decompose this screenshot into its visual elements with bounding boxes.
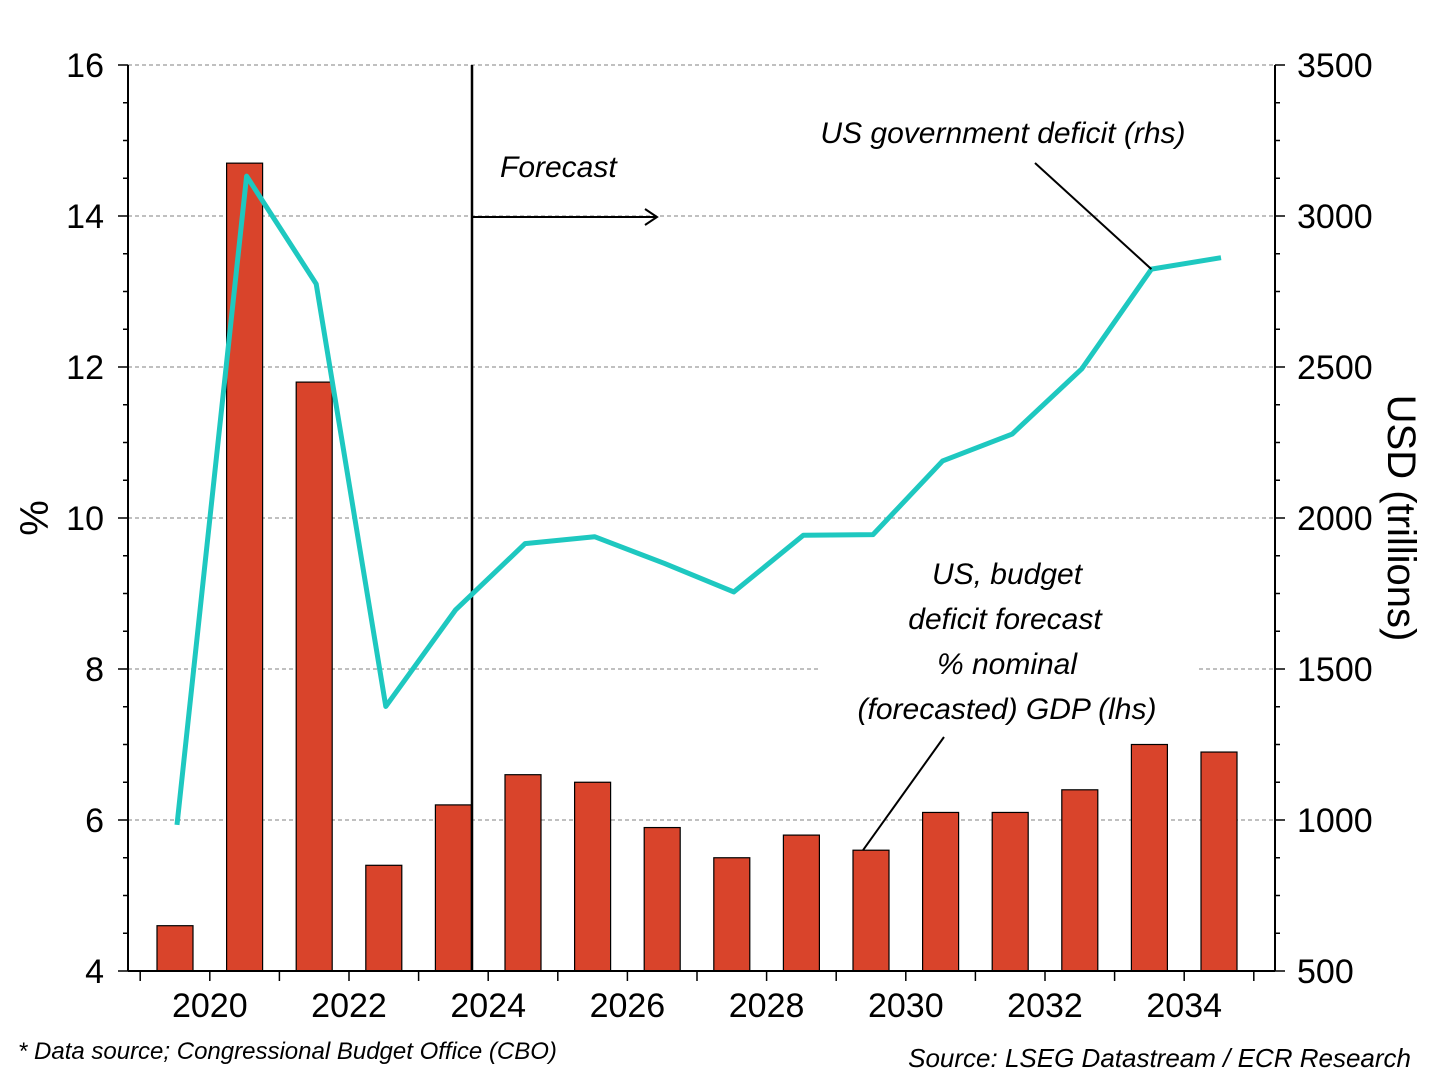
- bar-2033: [1130, 743, 1169, 972]
- right-tick-label: 1000: [1297, 802, 1373, 840]
- bar-label-line: (forecasted) GDP (lhs): [858, 693, 1157, 726]
- bar-2026: [643, 826, 681, 972]
- x-tick-label: 2030: [868, 987, 944, 1025]
- bar-2031: [991, 811, 1029, 972]
- bar-2034: [1200, 751, 1238, 972]
- line-series-leader: [1034, 162, 1153, 270]
- right-tick-label: 500: [1297, 953, 1354, 991]
- annotations: US government deficit (rhs) US, budget de…: [818, 117, 1198, 851]
- x-tick-label: 2022: [311, 987, 387, 1025]
- bar-series-leader: [862, 736, 945, 851]
- left-tick-label: 12: [66, 349, 104, 387]
- x-tick-label: 2028: [729, 987, 805, 1025]
- right-tick-label: 3000: [1297, 198, 1373, 236]
- line-series-label: US government deficit (rhs): [820, 117, 1185, 150]
- bar-2032: [1061, 789, 1099, 972]
- left-tick-label: 6: [85, 802, 104, 840]
- bar-2022: [365, 864, 403, 972]
- bar-series-label: US, budget deficit forecast % nominal (fore…: [858, 558, 1157, 726]
- bar-2027: [713, 857, 751, 972]
- x-tick-label: 2024: [450, 987, 526, 1025]
- bar-label-line: % nominal: [937, 648, 1078, 681]
- forecast-arrowhead: [644, 208, 659, 226]
- ticks-and-labels: 4 6 8 10 12 14 16 500 1000 1500 2000 2500 3000 3500 20…: [13, 47, 1423, 1025]
- bar-2025: [573, 781, 612, 972]
- right-tick-label: 1500: [1297, 651, 1373, 689]
- right-tick-label: 3500: [1297, 47, 1373, 85]
- right-tick-label: 2500: [1297, 349, 1373, 387]
- bar-label-line: deficit forecast: [908, 603, 1103, 636]
- left-tick-label: 16: [66, 47, 104, 85]
- line-series: [174, 173, 1222, 826]
- x-tick-label: 2032: [1007, 987, 1083, 1025]
- forecast-label: Forecast: [500, 151, 618, 184]
- x-tick-label: 2020: [172, 987, 248, 1025]
- footer-source: Source: LSEG Datastream / ECR Research: [908, 1043, 1411, 1073]
- bar-label-background: [818, 558, 1198, 730]
- left-tick-label: 8: [85, 651, 104, 689]
- bar-label-line: US, budget: [932, 558, 1084, 591]
- x-tick-label: 2026: [590, 987, 666, 1025]
- axes: [118, 64, 1285, 981]
- bar-2028: [782, 834, 821, 972]
- left-tick-label: 10: [66, 500, 104, 538]
- footer-data-source: * Data source; Congressional Budget Offi…: [18, 1038, 557, 1065]
- line-series-path: [174, 173, 1222, 826]
- bar-2021: [295, 381, 333, 972]
- left-tick-label: 14: [66, 198, 104, 236]
- right-axis-title: USD (trillions): [1379, 395, 1423, 642]
- left-tick-label: 4: [85, 953, 104, 991]
- bar-2024: [504, 774, 542, 972]
- bar-2030: [921, 811, 960, 972]
- bar-2029: [852, 849, 890, 972]
- right-tick-label: 2000: [1297, 500, 1373, 538]
- bar-2019: [156, 925, 194, 972]
- bar-2023: [434, 804, 472, 972]
- x-tick-label: 2034: [1146, 987, 1222, 1025]
- forecast-marker: Forecast: [470, 65, 659, 971]
- left-axis-title: %: [13, 500, 57, 536]
- bar-2020: [226, 162, 264, 972]
